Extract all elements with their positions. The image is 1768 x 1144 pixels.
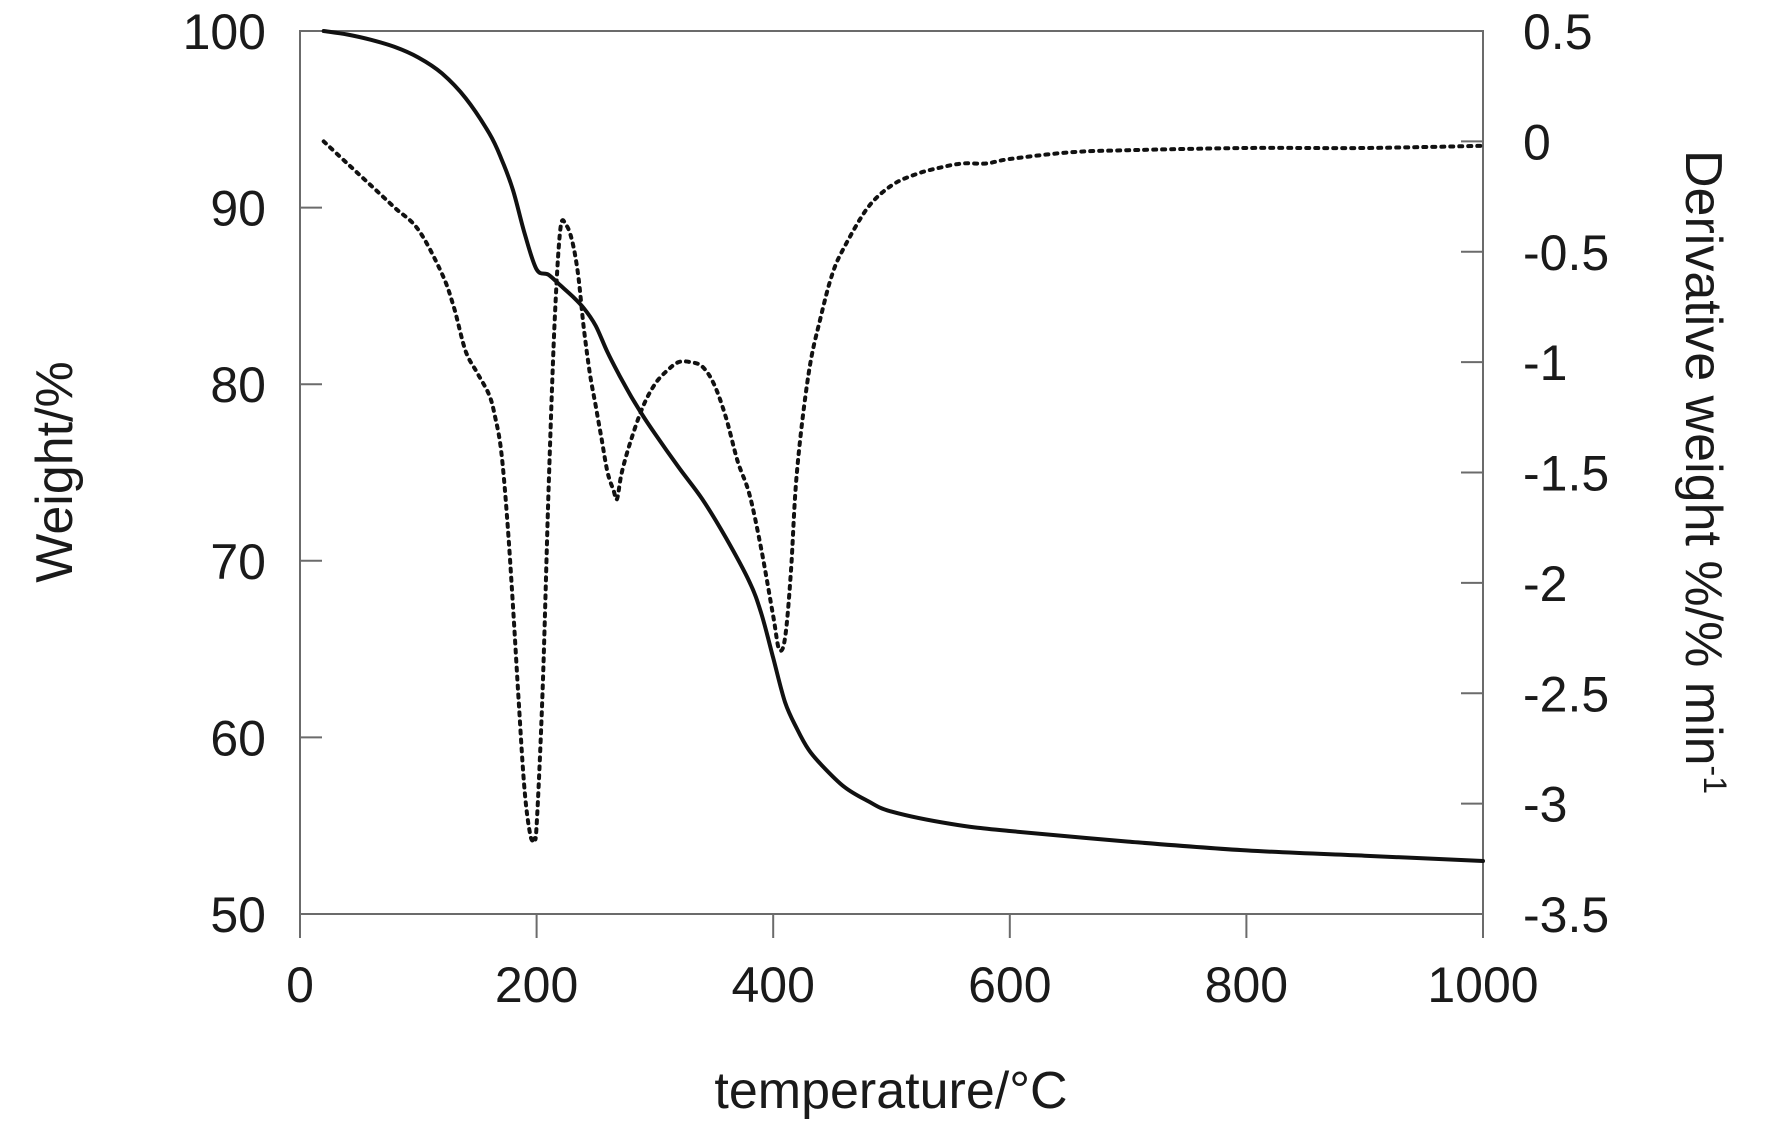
- y2-tick-label: -3: [1523, 777, 1567, 833]
- x-tick-label: 200: [495, 957, 578, 1013]
- y-tick-label: 50: [210, 887, 266, 943]
- y2-axis-title: Derivative weight %/% min-1: [1674, 150, 1733, 794]
- y2-axis-title-main: Derivative weight %/% min: [1674, 150, 1732, 766]
- y-tick-label: 100: [183, 4, 266, 60]
- y2-tick-label: -3.5: [1523, 887, 1609, 943]
- axis-tick-labels: 0 200 400 600 800 1000 50 60 70 80 90 100 0.5 0 -0.5 -1…: [183, 4, 1610, 1013]
- derivative-series-line: [321, 139, 1485, 843]
- y2-tick-label: 0: [1523, 114, 1551, 170]
- y2-tick-label: 0.5: [1523, 4, 1593, 60]
- x-tick-label: 0: [286, 957, 314, 1013]
- x-tick-label: 800: [1205, 957, 1288, 1013]
- y2-tick-label: -1.5: [1523, 446, 1609, 502]
- y-tick-label: 70: [210, 534, 266, 590]
- y2-tick-label: -1: [1523, 335, 1567, 391]
- y2-axis-title-sup: -1: [1697, 766, 1733, 794]
- y2-tick-label: -2: [1523, 556, 1567, 612]
- weight-series-line: [321, 29, 1485, 863]
- x-axis-title: temperature/°C: [714, 1062, 1067, 1120]
- plot-frame: [299, 30, 1484, 915]
- axis-ticks: [299, 30, 1484, 938]
- y-tick-label: 60: [210, 710, 266, 766]
- y-tick-label: 90: [210, 181, 266, 237]
- x-tick-label: 600: [968, 957, 1051, 1013]
- y2-tick-label: -2.5: [1523, 666, 1609, 722]
- y-tick-label: 80: [210, 357, 266, 413]
- x-tick-label: 1000: [1427, 957, 1538, 1013]
- y-axis-title: Weight/%: [26, 361, 84, 583]
- y2-tick-label: -0.5: [1523, 225, 1609, 281]
- x-tick-label: 400: [731, 957, 814, 1013]
